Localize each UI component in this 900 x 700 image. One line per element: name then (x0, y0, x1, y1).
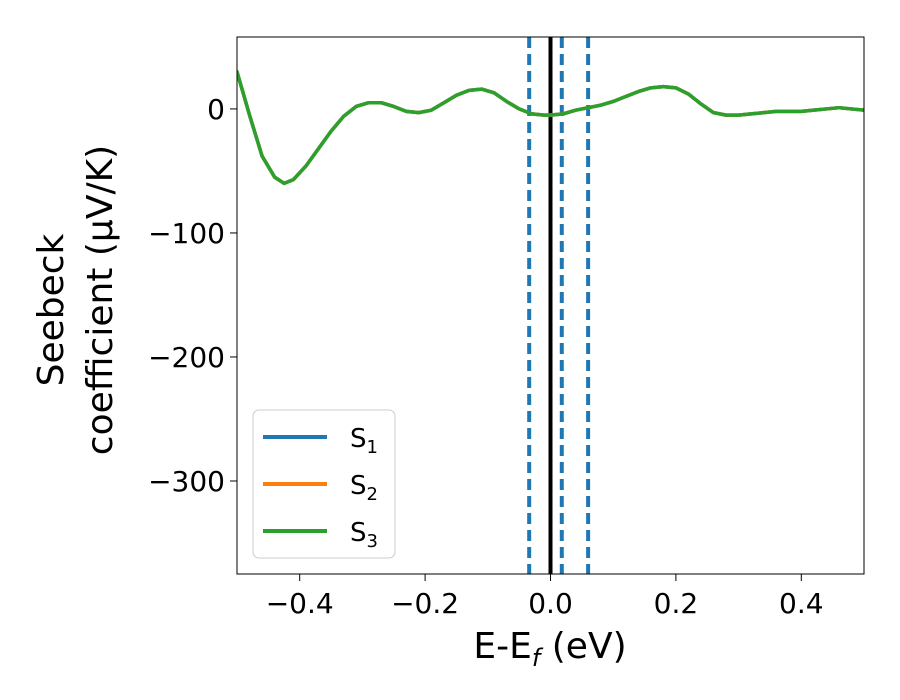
y-tick-label: −100 (148, 217, 225, 250)
legend-label-s2: S2 (350, 471, 378, 505)
y-axis-title-line2: coefficient (μV/K) (80, 145, 121, 455)
y-axis: 0 −100 −200 −300 (148, 93, 237, 498)
y-tick-label: −300 (148, 465, 225, 498)
x-axis-title: E-Ef (eV) (473, 626, 626, 672)
y-axis-title-line1: Seebeck (31, 233, 72, 386)
x-tick-label: 0.0 (528, 587, 573, 620)
y-tick-label: −200 (148, 341, 225, 374)
legend-label-s3: S3 (350, 518, 378, 552)
y-tick-label: 0 (207, 93, 225, 126)
x-axis-title-main: E-E (473, 626, 531, 667)
series-line-s3 (237, 69, 864, 186)
x-tick-label: 0.4 (779, 587, 824, 620)
x-tick-label: −0.4 (266, 587, 334, 620)
series-layer (237, 69, 864, 186)
x-axis: −0.4 −0.2 0.0 0.2 0.4 (266, 574, 824, 620)
x-tick-label: 0.2 (654, 587, 699, 620)
legend: S1 S2 S3 (252, 409, 396, 559)
x-axis-title-unit: (eV) (540, 626, 626, 667)
legend-label-s1: S1 (350, 424, 378, 458)
reference-lines (527, 37, 591, 574)
x-tick-label: −0.2 (391, 587, 459, 620)
